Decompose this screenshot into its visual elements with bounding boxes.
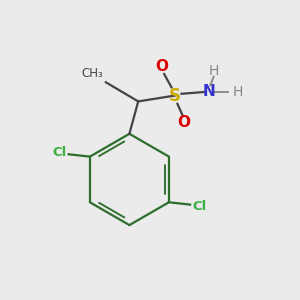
Text: Cl: Cl	[193, 200, 207, 213]
Text: H: H	[209, 64, 219, 78]
Text: H: H	[232, 85, 243, 99]
Text: O: O	[155, 59, 168, 74]
Text: O: O	[177, 115, 190, 130]
Text: S: S	[169, 86, 181, 104]
Text: CH₃: CH₃	[82, 67, 104, 80]
Text: Cl: Cl	[52, 146, 66, 159]
Text: N: N	[202, 85, 215, 100]
